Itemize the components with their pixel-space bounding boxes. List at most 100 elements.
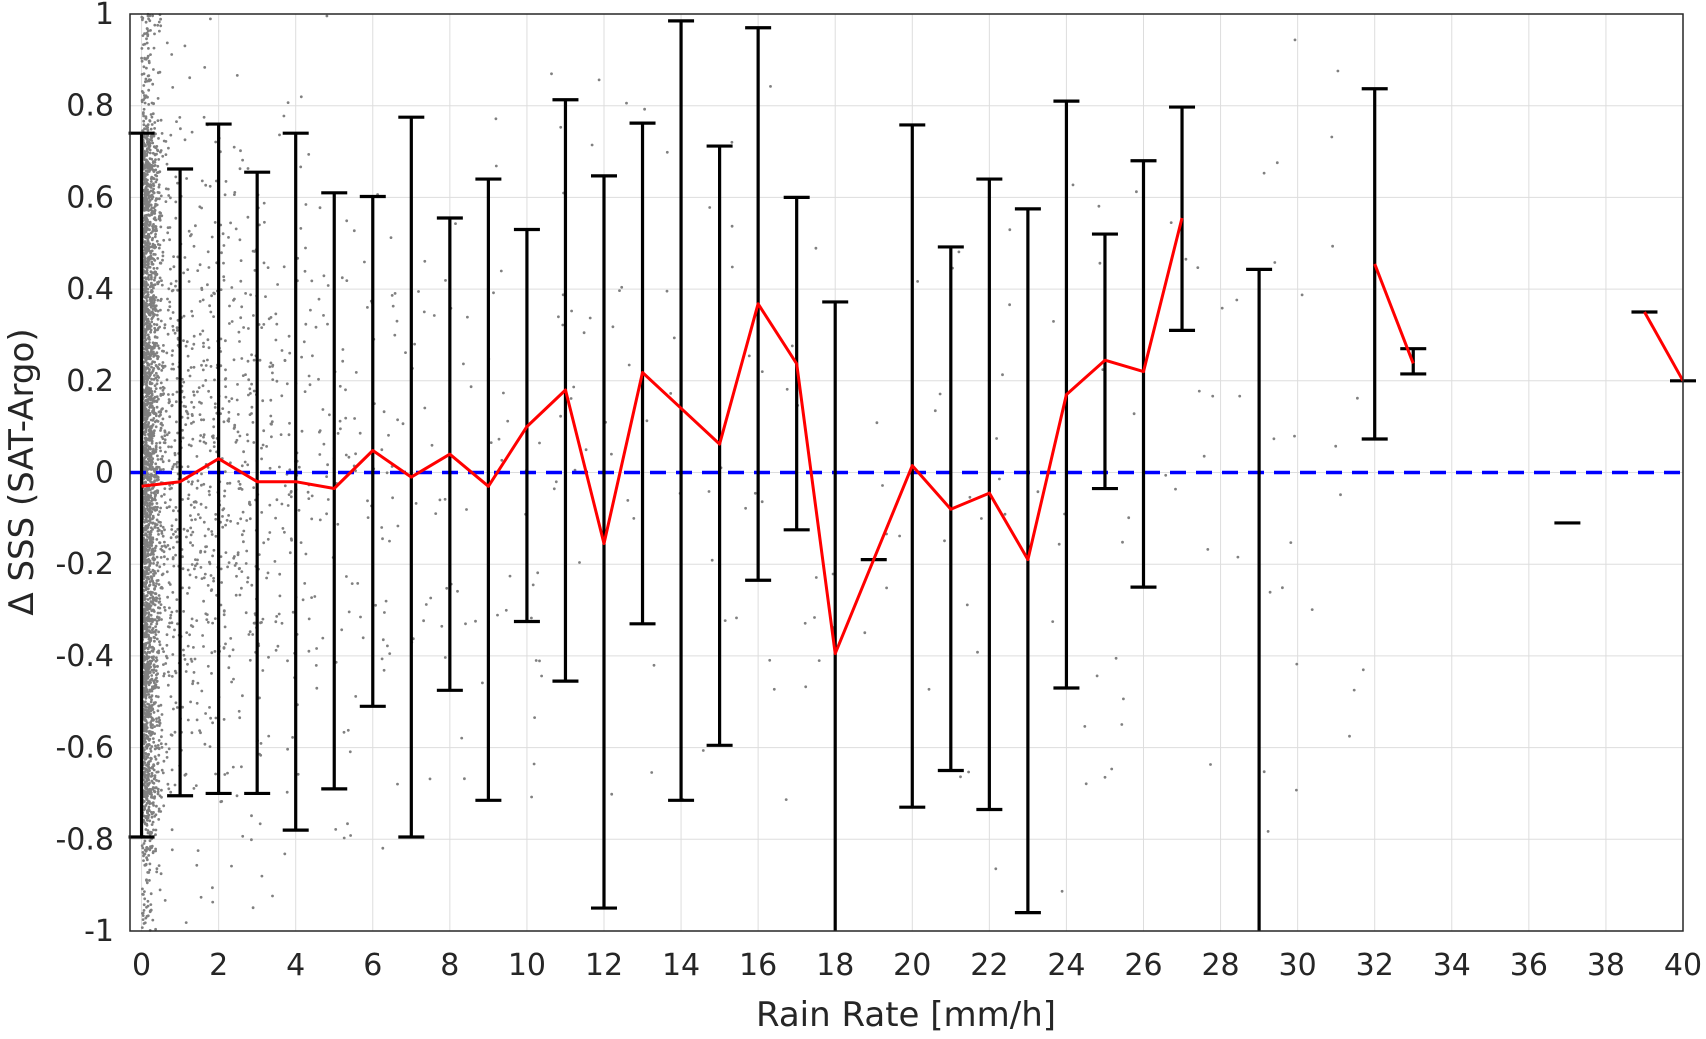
scatter-point [182,339,185,342]
scatter-point [1300,293,1304,297]
scatter-point [347,455,351,459]
scatter-point [271,894,274,898]
scatter-point [226,565,230,569]
scatter-point [753,491,757,495]
scatter-point [149,908,153,912]
scatter-point [175,377,179,380]
scatter-point [157,649,161,653]
scatter-point [162,672,166,676]
scatter-point [146,473,150,476]
scatter-point [278,594,282,598]
scatter-point [239,486,242,490]
scatter-point [151,82,155,86]
scatter-point [155,637,159,641]
y-tick-label: 0.2 [66,364,114,399]
scatter-point [158,640,161,644]
scatter-point [271,371,274,375]
scatter-point [143,96,147,100]
scatter-point [186,268,190,271]
scatter-point [393,292,397,295]
error-bar [706,144,733,747]
scatter-point [151,820,155,824]
scatter-point [144,407,148,411]
scatter-point [169,790,173,794]
scatter-point [165,750,169,754]
scatter-point [152,574,156,577]
scatter-point [147,59,151,63]
scatter-point [148,465,152,469]
scatter-point [154,584,158,588]
x-tick-label: 14 [662,948,700,983]
scatter-point [142,84,146,87]
scatter-point [158,363,161,366]
scatter-point [144,351,148,355]
scatter-point [165,41,169,45]
scatter-point [160,618,163,621]
scatter-point [248,387,252,391]
scatter-point [190,482,194,486]
scatter-point [259,621,262,625]
scatter-point [233,191,237,194]
scatter-point [157,183,161,187]
scatter-point [145,495,148,499]
scatter-point [160,768,164,772]
scatter-point [269,414,273,418]
scatter-point [169,616,172,620]
scatter-point [142,842,146,845]
scatter-point [186,416,190,420]
scatter-point [195,486,199,490]
scatter-point [248,517,252,521]
scatter-point [149,700,153,704]
scatter-point [157,246,161,250]
scatter-point [199,895,203,899]
scatter-point [588,316,592,320]
scatter-point [144,441,148,444]
scatter-point [146,770,150,774]
scatter-point [144,296,148,300]
scatter-point [145,241,149,245]
scatter-point [163,606,166,609]
scatter-point [144,301,148,305]
scatter-point [150,771,154,775]
scatter-point [236,551,240,554]
scatter-point [258,822,262,826]
scatter-point [502,391,505,395]
scatter-point [153,326,157,330]
scatter-point [144,694,148,698]
scatter-point [299,541,303,544]
scatter-point [147,693,151,696]
scatter-point [142,72,146,76]
scatter-point [143,507,147,511]
scatter-point [150,439,154,443]
scatter-point [147,103,151,106]
scatter-point [275,322,279,326]
scatter-point [145,524,149,528]
scatter-point [151,796,155,799]
scatter-point [144,387,148,391]
scatter-point [237,709,241,713]
scatter-point [263,220,266,224]
scatter-point [190,309,194,313]
scatter-point [152,343,156,347]
scatter-point [157,618,161,622]
scatter-point [161,455,164,458]
scatter-point [153,259,157,262]
scatter-point [192,393,196,397]
scatter-point [141,34,145,37]
scatter-point [144,517,148,521]
scatter-point [148,553,152,557]
scatter-point [142,854,145,858]
scatter-point [220,251,223,255]
scatter-point [141,887,144,891]
scatter-point [175,390,179,394]
scatter-point [1262,770,1266,774]
scatter-point [153,526,157,529]
scatter-point [246,167,250,170]
scatter-point [142,766,146,770]
scatter-point [142,260,146,264]
scatter-point [1289,541,1293,544]
scatter-point [166,297,169,301]
scatter-point [239,279,243,283]
scatter-point [208,485,212,489]
scatter-point [532,762,536,766]
